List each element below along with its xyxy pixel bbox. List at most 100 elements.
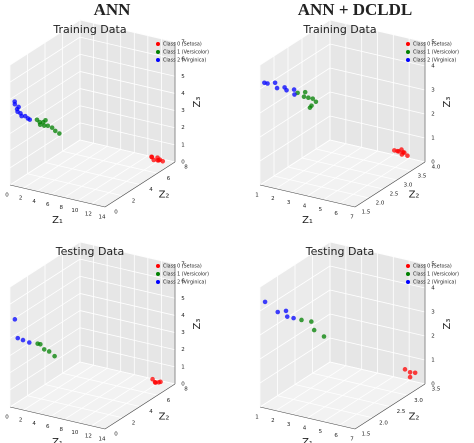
y-tick-label: 3.0: [404, 183, 413, 189]
z-tick-label: 2: [431, 334, 435, 340]
chart-title: Training Data: [52, 23, 126, 36]
y-tick-label: 0: [114, 210, 118, 216]
axis-line: [259, 406, 356, 430]
legend-marker: [156, 50, 160, 54]
legend-marker: [406, 264, 410, 268]
x-axis-label: Z₁: [302, 215, 313, 226]
grid-line: [329, 43, 426, 67]
z-axis-label: Z₃: [192, 319, 203, 330]
z-tick-label: 2: [431, 112, 435, 118]
grid-line: [323, 154, 394, 201]
point: [41, 123, 47, 128]
z-tick-label: 0: [431, 382, 435, 388]
x-tick-label: 3: [287, 422, 291, 428]
z-tick-label: 5: [181, 296, 185, 302]
grid-line: [259, 361, 331, 408]
grid-line: [301, 157, 398, 181]
y-tick-label: 6: [167, 176, 171, 182]
grid-line: [27, 173, 123, 197]
point: [291, 315, 296, 321]
z-tick-label: 7: [181, 40, 185, 46]
grid-line: [329, 361, 426, 385]
legend-label: Class 1 (Versicolor): [163, 50, 209, 56]
point: [41, 347, 47, 352]
grid-line: [9, 19, 81, 66]
chart-title: Training Data: [302, 23, 376, 36]
grid-line: [79, 344, 176, 368]
point: [399, 152, 405, 157]
z-tick-label: 1: [181, 364, 185, 370]
z-tick-label: 3: [181, 330, 185, 336]
legend-marker: [156, 280, 160, 284]
grid-line: [329, 91, 426, 115]
grid-line: [62, 372, 158, 396]
legend-label: Class 0 (Setosa): [163, 42, 202, 48]
x-tick-label: 2: [19, 196, 23, 202]
legend-label: Class 1 (Versicolor): [163, 272, 209, 278]
x-tick-label: 10: [71, 430, 78, 436]
grid-line: [9, 105, 81, 152]
grid-line: [79, 258, 176, 282]
point: [46, 349, 52, 354]
y-axis-label: Z₂: [409, 412, 420, 423]
point: [151, 157, 157, 163]
point: [301, 94, 307, 100]
y-tick-label: 6: [167, 398, 171, 404]
grid-line: [259, 265, 331, 312]
grid-line: [329, 313, 426, 337]
z-tick-label: 3: [181, 108, 185, 114]
point: [284, 88, 289, 93]
grid-line: [329, 289, 426, 313]
x-tick-label: 6: [46, 202, 50, 208]
point: [158, 379, 163, 385]
grid-line: [329, 241, 426, 265]
x-tick-label: 0: [5, 415, 9, 421]
grid-line: [259, 91, 331, 138]
grid-line: [259, 289, 331, 336]
x-tick-label: 4: [303, 426, 307, 432]
point: [155, 158, 161, 163]
grid-line: [9, 139, 81, 186]
point: [57, 131, 62, 136]
grid-line: [259, 115, 331, 162]
point: [262, 299, 268, 305]
axis-line: [259, 184, 356, 208]
grid-line: [9, 88, 81, 134]
point: [309, 319, 314, 324]
point: [37, 122, 43, 128]
x-tick-label: 4: [303, 204, 307, 210]
grid-line: [9, 71, 81, 117]
point: [407, 374, 413, 380]
z-tick-label: 0: [431, 160, 435, 166]
point: [299, 317, 304, 323]
grid-line: [259, 19, 331, 66]
x-tick-label: 12: [85, 211, 92, 217]
legend-marker: [406, 42, 410, 46]
grid-line: [62, 150, 158, 174]
point: [283, 308, 289, 314]
x-tick-label: 0: [5, 193, 9, 199]
legend-marker: [156, 42, 160, 46]
x-tick-label: 5: [319, 429, 323, 435]
grid-line: [79, 105, 176, 129]
x-tick-label: 10: [71, 208, 78, 214]
y-tick-label: 4: [149, 187, 153, 193]
z-axis-label: Z₃: [192, 97, 203, 108]
legend-marker: [406, 272, 410, 276]
x-tick-label: 14: [99, 437, 106, 443]
legend-label: Class 0 (Setosa): [413, 264, 452, 270]
grid-line: [9, 344, 81, 391]
y-tick-label: 2: [132, 198, 136, 204]
z-tick-label: 4: [431, 286, 435, 292]
grid-line: [287, 166, 384, 190]
point: [272, 80, 278, 86]
point: [20, 337, 26, 343]
y-tick-label: 2: [132, 420, 136, 426]
point: [274, 85, 280, 91]
grid-line: [307, 150, 378, 197]
legend-label: Class 2 (Virginica): [163, 280, 206, 286]
chart-title: Testing Data: [305, 245, 374, 258]
grid-line: [9, 36, 81, 83]
